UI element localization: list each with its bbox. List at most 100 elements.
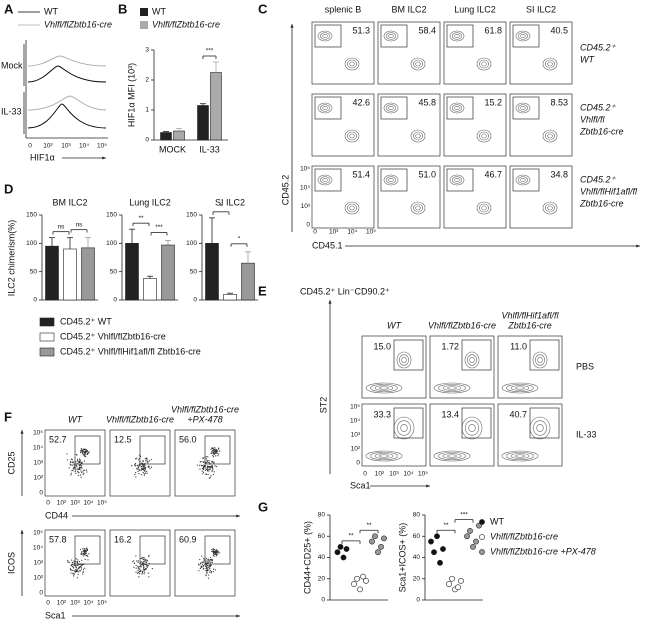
event-dot [212, 454, 214, 457]
event-dot [210, 475, 212, 477]
row-label: CD45.2⁺ [580, 42, 617, 52]
y-tick-label: 0 [145, 137, 149, 144]
contour [442, 453, 462, 459]
contour [449, 174, 465, 186]
event-dot [205, 468, 208, 470]
event-dot [211, 559, 214, 561]
event-dot [208, 560, 210, 562]
event-dot [82, 555, 84, 557]
event-dot [74, 569, 77, 571]
event-dot [214, 451, 216, 453]
event-dot [201, 561, 203, 564]
column-header: +PX-478 [187, 414, 222, 424]
contour [547, 61, 553, 67]
contour [542, 201, 558, 215]
tick-label: 10⁴ [403, 471, 413, 478]
event-dot [216, 452, 219, 454]
tick-label: 10⁴ [300, 184, 310, 191]
tick-label: 10⁵ [97, 600, 107, 607]
event-dot [135, 567, 137, 569]
contour [520, 178, 526, 182]
event-dot [75, 472, 77, 474]
event-dot [69, 463, 71, 465]
event-dot [86, 453, 89, 455]
gate [446, 168, 474, 192]
event-dot [137, 467, 139, 469]
gate [139, 435, 166, 465]
event-dot [208, 559, 210, 561]
plot-frame [377, 21, 441, 85]
event-dot [213, 552, 215, 554]
event-dot [84, 558, 86, 560]
event-dot [210, 572, 212, 574]
event-dot [136, 468, 138, 470]
column-header: SI ILC2 [526, 4, 556, 14]
contour [396, 351, 412, 369]
tick-label: 0 [46, 600, 50, 607]
gate [512, 168, 540, 192]
event-dot [213, 450, 215, 452]
event-dot [212, 468, 214, 470]
event-dot [143, 558, 145, 561]
event-dot [78, 561, 80, 563]
event-dot [145, 561, 148, 563]
contour [535, 354, 545, 366]
y-tick-label: 40 [318, 554, 326, 561]
event-dot [80, 464, 83, 467]
event-dot [211, 470, 213, 472]
row-label: Vhlfl/flHif1afl/fl [580, 186, 638, 196]
arrow-head [236, 614, 240, 618]
event-dot [204, 469, 206, 472]
gate [461, 339, 492, 371]
event-dot [71, 459, 73, 461]
plot-frame [311, 165, 375, 229]
tick-label: 10⁴ [33, 545, 43, 552]
event-dot [78, 464, 80, 466]
contour [479, 131, 489, 141]
plot-frame [377, 93, 441, 157]
event-dot [206, 570, 208, 572]
contour [386, 32, 396, 40]
tick-label: 10⁵ [97, 143, 107, 150]
event-dot [202, 471, 205, 473]
gate [512, 24, 540, 48]
event-dot [147, 466, 149, 468]
legend-swatch [140, 8, 148, 16]
event-dot [216, 552, 218, 554]
contour [510, 385, 530, 391]
event-dot [144, 468, 146, 471]
event-dot [206, 567, 208, 570]
event-dot [80, 467, 82, 469]
y-tick-label: 50 [30, 268, 38, 275]
event-dot [215, 555, 217, 557]
gate-value: 1.72 [441, 341, 459, 351]
event-dot [139, 465, 141, 467]
gate-value: 45.8 [418, 97, 436, 107]
event-dot [212, 571, 214, 573]
y-tick-label: 60 [318, 533, 326, 540]
contour [379, 386, 389, 390]
axis-label: CD45.2 [280, 175, 290, 206]
event-dot [211, 548, 213, 551]
row-label: PBS [576, 361, 594, 371]
event-dot [67, 559, 69, 562]
tick-label: 0 [356, 460, 360, 467]
column-header: WT [68, 414, 83, 424]
event-dot [147, 461, 149, 463]
tick-label: 10⁵ [33, 430, 43, 437]
event-dot [145, 568, 148, 570]
y-tick-label: 100 [106, 240, 117, 247]
event-dot [81, 472, 83, 474]
y-tick-label: 2 [145, 77, 149, 84]
event-dot [205, 560, 207, 562]
event-dot [142, 464, 144, 466]
gate-value: 51.4 [352, 169, 370, 179]
bar [81, 247, 95, 301]
event-dot [204, 467, 206, 469]
event-dot [141, 468, 143, 470]
event-dot [73, 560, 75, 562]
event-dot [211, 452, 213, 454]
event-dot [144, 559, 146, 562]
event-dot [202, 467, 205, 469]
event-dot [211, 464, 213, 467]
